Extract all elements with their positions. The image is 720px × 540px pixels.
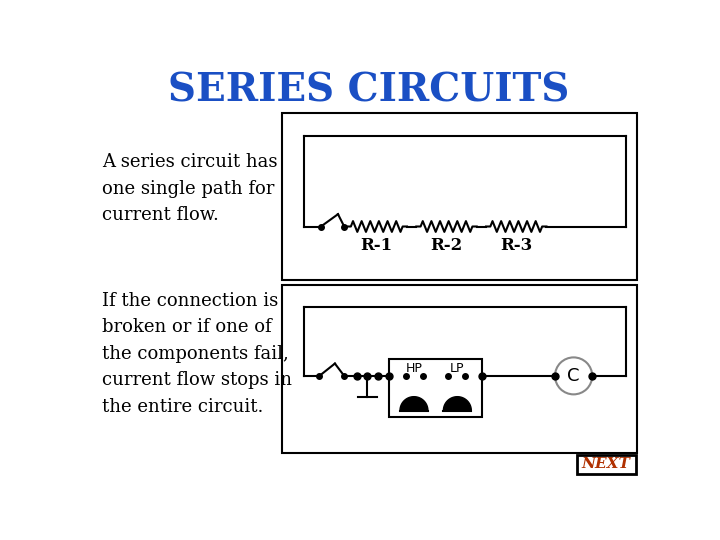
Text: R-2: R-2: [431, 237, 463, 254]
Text: C: C: [567, 367, 580, 385]
Bar: [282, 112, 637, 280]
Text: R-1: R-1: [361, 237, 393, 254]
Bar: [389, 359, 482, 417]
Text: R-3: R-3: [500, 237, 532, 254]
Text: If the connection is
broken or if one of
the components fail,
current flow stops: If the connection is broken or if one of…: [102, 292, 292, 416]
Text: HP: HP: [405, 362, 423, 375]
Text: SERIES CIRCUITS: SERIES CIRCUITS: [168, 71, 570, 109]
Text: NEXT: NEXT: [582, 457, 631, 471]
Circle shape: [555, 357, 593, 394]
Polygon shape: [444, 397, 472, 410]
Text: A series circuit has
one single path for
current flow.: A series circuit has one single path for…: [102, 153, 277, 224]
Bar: [282, 285, 637, 453]
Bar: [577, 455, 636, 474]
Text: LP: LP: [450, 362, 464, 375]
Polygon shape: [400, 397, 428, 410]
